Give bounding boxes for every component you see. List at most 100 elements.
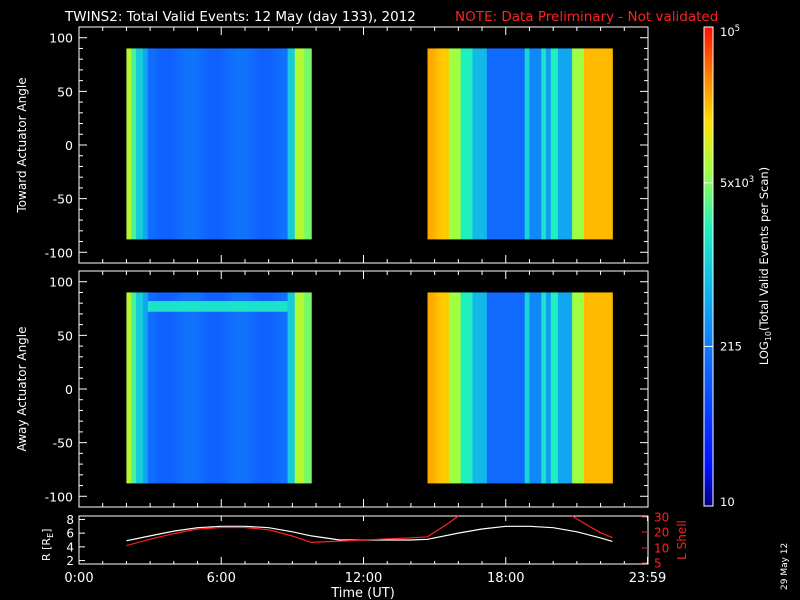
preliminary-note: NOTE: Data Preliminary - Not validated [455,9,718,25]
heatmap-cell-column [522,292,526,484]
heatmap-cell-column [138,292,142,484]
heatmap-cell-column [553,48,556,240]
heatmap-cell-column [498,48,502,240]
heatmap-cell-column [460,292,464,484]
heatmap-cell-column [263,48,267,240]
heatmap-cell-column [588,292,592,484]
heatmap-cell-column [427,48,431,240]
colorbar: 105 5x103 215 10 LOG10(Total Valid Events p… [703,24,773,509]
ytick-label: -100 [45,245,73,260]
heatmap-cell-column [501,48,504,240]
heatmap-cell-column [152,48,156,240]
heatmap-cell-column [169,292,172,484]
heatmap-cell-column [548,292,552,484]
heatmap-cell-column [482,292,485,484]
heatmap-cell-column [591,292,594,484]
heatmap-cell-column [446,48,450,240]
heatmap-cell-column [188,48,191,240]
heatmap-cell-column [235,292,239,484]
panel-toward-yaxis: 100 50 0 -50 -100 [45,27,649,263]
heatmap-cell-column [126,48,130,240]
heatmap-cell-column [607,48,611,240]
heatmap-cell-column [306,48,310,240]
heatmap-cell-column [508,292,511,484]
heatmap-cell-column [437,48,440,240]
heatmap-cell-column [538,48,542,240]
heatmap-cell-column [271,48,274,240]
heatmap-cell-column [448,292,452,484]
heatmap-cell-column [128,48,132,240]
heatmap-cell-column [576,292,580,484]
heatmap-cell-column [271,292,274,484]
heatmap-cell-column [583,48,587,240]
colorbar-label: LOG10(Total Valid Events per Scan) [757,167,773,365]
heatmap-cell-column [519,292,523,484]
heatmap-cell-column [221,48,225,240]
heatmap-cell-column [441,292,445,484]
heatmap-cell-column [565,48,568,240]
heatmap-cell-column [557,48,561,240]
heatmap-cell-column [503,48,507,240]
heatmap-cell-column [470,48,473,240]
heatmap-cell-column [135,292,139,484]
heatmap-cell-column [598,48,601,240]
heatmap-cell-column [493,48,497,240]
heatmap-cell-column [140,292,144,484]
heatmap-cell-column [299,48,303,240]
panel-toward-data [126,48,613,240]
orbit-ylabel: R [RE] [40,529,55,561]
heatmap-cell-column [579,48,583,240]
heatmap-cell-column [486,292,490,484]
heatmap-cell-column [297,48,300,240]
heatmap-cell-column [546,48,549,240]
heatmap-cell-column [263,292,267,484]
heatmap-cell-column [185,48,189,240]
heatmap-cell-column [308,48,312,240]
heatmap-cell-column [484,48,488,240]
ytick-label: 0 [65,382,73,397]
heatmap-cell-column [204,292,208,484]
heatmap-cell-column [237,292,241,484]
heatmap-cell-column [536,292,540,484]
heatmap-cell-column [453,292,457,484]
heatmap-cell-column [135,48,139,240]
heatmap-cell-column [166,292,170,484]
heatmap-cell-column [145,292,149,484]
heatmap-cell-column [427,292,431,484]
heatmap-cell-column [501,292,504,484]
heatmap-cell-column [610,292,613,484]
panel-orbit-lines [126,515,613,547]
heatmap-cell-column [458,48,462,240]
orbit-xtick-label: 18:00 [487,571,524,586]
heatmap-cell-column [154,48,158,240]
heatmap-cell-column [171,292,175,484]
heatmap-cell-column [534,292,537,484]
heatmap-cell-column [593,292,597,484]
heatmap-cell-column [451,48,454,240]
heatmap-cell-column [543,48,547,240]
heatmap-cell-column [228,292,232,484]
heatmap-cell-column [202,48,206,240]
heatmap-cell-column [486,48,490,240]
heatmap-cell-column [455,48,459,240]
heatmap-cell-column [266,48,270,240]
heatmap-cell-column [230,48,234,240]
heatmap-cell-column [204,48,208,240]
heatmap-cell-column [301,292,305,484]
heatmap-cell-column [207,48,210,240]
orbit-xlabel: Time (UT) [330,586,395,600]
orbit-xtick-label: 6:00 [207,571,236,586]
orbit-y2tick-label: 30 [654,511,669,525]
ytick-label: 100 [49,275,73,290]
heatmap-cell-column [491,48,495,240]
heatmap-cell-column [180,292,184,484]
heatmap-cell-column [183,292,187,484]
heatmap-cell-column [496,292,500,484]
heatmap-cell-column [304,48,307,240]
orbit-y2tick-label: 20 [654,526,669,540]
heatmap-cell-column [171,48,175,240]
colorbar-gradient [703,26,714,507]
heatmap-cell-column [479,292,483,484]
heatmap-cell-column [605,48,609,240]
heatmap-cell-column [143,48,146,240]
